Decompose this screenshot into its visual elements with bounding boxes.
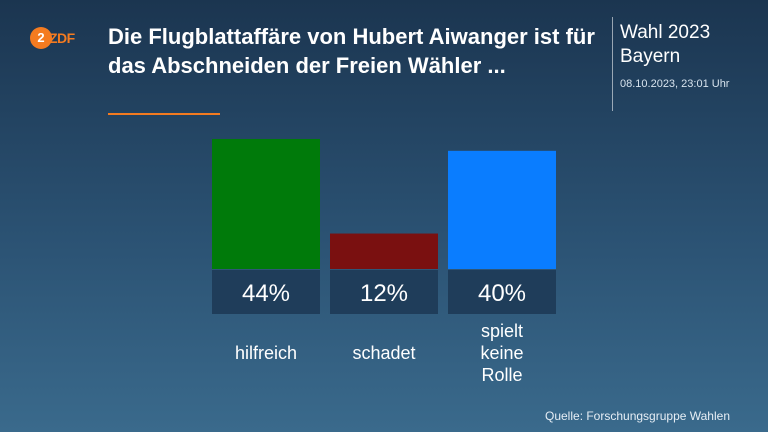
bar-2 bbox=[448, 150, 556, 269]
zdf-logo: 2 ZDF bbox=[30, 27, 80, 49]
category-label-2-0: spielt bbox=[481, 321, 523, 341]
category-label-1-0: schadet bbox=[352, 343, 415, 363]
source-note: Quelle: Forschungsgruppe Wahlen bbox=[545, 409, 730, 423]
category-label-2-2: Rolle bbox=[481, 365, 522, 385]
election-region: Bayern bbox=[620, 46, 681, 67]
value-label-2: 40% bbox=[478, 280, 526, 307]
zdf-logo-text: ZDF bbox=[49, 30, 75, 46]
headline: Die Flugblattaffäre von Hubert Aiwanger … bbox=[108, 24, 595, 78]
zdf-logo-circle: 2 bbox=[30, 27, 52, 49]
timestamp: 08.10.2023, 23:01 Uhr bbox=[620, 78, 730, 90]
bar-1 bbox=[330, 233, 438, 269]
bar-0 bbox=[212, 139, 320, 269]
category-label-0-0: hilfreich bbox=[235, 343, 297, 363]
value-label-0: 44% bbox=[242, 280, 290, 307]
value-box-2 bbox=[448, 270, 556, 314]
header-divider bbox=[612, 17, 613, 111]
election-title: Wahl 2023 bbox=[620, 22, 711, 43]
category-label-2-1: keine bbox=[480, 343, 523, 363]
value-label-1: 12% bbox=[360, 280, 408, 307]
value-box-0 bbox=[212, 270, 320, 314]
headline-underline bbox=[108, 113, 220, 115]
value-box-1 bbox=[330, 270, 438, 314]
